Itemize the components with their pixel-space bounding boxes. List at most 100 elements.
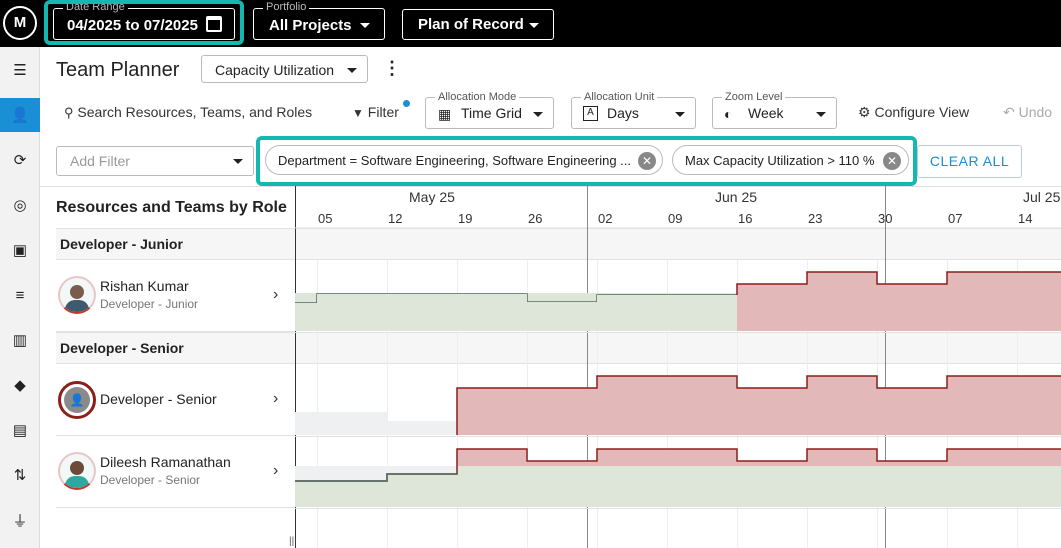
zoom-level-select[interactable]: Zoom Level ◐ Week [712,91,837,129]
week-label: 09 [668,211,683,226]
allocation-mode-label: Allocation Mode [435,91,520,103]
date-range-field[interactable]: Date Range 04/2025 to 07/2025 [53,1,235,40]
date-range-label: Date Range [63,1,128,13]
week-label: 02 [598,211,613,226]
role-group-label: Developer - Junior [60,236,183,252]
avatar: 👤 [58,381,96,419]
resource-name: Dileesh Ramanathan [100,454,231,470]
allocation-line [295,473,457,482]
date-range-value: 04/2025 to 07/2025 [67,17,198,34]
over-allocation-area [737,284,1061,293]
calendar-icon[interactable] [206,16,222,32]
configure-view-label: Configure View [874,104,970,120]
team-planner-icon[interactable]: 👤 [0,98,40,132]
role-group-label: Developer - Senior [60,340,184,356]
list-icon[interactable]: ≡ [15,286,25,304]
resize-handle[interactable]: || [289,536,295,547]
clear-all-button[interactable]: CLEAR ALL [917,145,1022,178]
filter-button[interactable]: ▼ Filter [352,104,399,120]
zoom-icon: ◐ [724,106,733,122]
document-icon[interactable]: ▤ [12,422,28,439]
swap-icon[interactable]: ⇅ [13,467,27,484]
resource-row[interactable]: 👤 Developer - Senior › [56,364,296,436]
week-label: 16 [738,211,753,226]
zoom-level-value: Week [748,105,784,121]
allocation-mode-select[interactable]: Allocation Mode ▦ Time Grid [425,91,554,129]
plan-select[interactable]: Plan of Record [402,9,554,40]
menu-icon[interactable]: ☰ [13,62,27,79]
filter-icon: ▼ [352,106,364,120]
allocation-area [597,295,737,331]
resource-name: Developer - Senior [100,391,217,407]
date-range-highlight [44,0,244,45]
month-label: Jun 25 [715,189,758,205]
allocation-line [736,271,1061,295]
top-bar: M Date Range 04/2025 to 07/2025 Portfoli… [0,0,1061,47]
undo-icon: ↶ [1003,104,1015,120]
chevron-down-icon [816,112,826,117]
resource-name: Rishan Kumar [100,278,189,294]
board-icon[interactable]: ▥ [12,332,28,349]
avatar [58,276,96,314]
week-label: 12 [388,211,403,226]
week-label: 07 [948,211,963,226]
portfolio-label: Portfolio [263,1,310,13]
zoom-level-label: Zoom Level [722,91,786,103]
filter-chips-highlight [256,136,917,186]
gear-icon: ⚙ [858,104,871,120]
chevron-down-icon [529,23,539,28]
badge-icon[interactable]: ▣ [12,242,28,259]
undo-button[interactable]: ↶ Undo [1003,104,1052,121]
resource-row[interactable]: Dileesh Ramanathan Developer - Senior › [56,436,296,508]
capacity-area [295,412,387,435]
allocation-unit-select[interactable]: Allocation Unit A Days [571,91,696,129]
search-icon: ⚲ [64,105,74,120]
week-label: 26 [528,211,543,226]
search-resources[interactable]: ⚲ Search Resources, Teams, and Roles [64,104,312,121]
filter-chip-department[interactable]: Department = Software Engineering, Softw… [265,145,663,175]
add-filter-select[interactable]: Add Filter [56,146,254,176]
allocation-area [295,303,317,331]
target-icon[interactable]: ◎ [13,197,27,214]
plan-value: Plan of Record [418,16,524,33]
portfolio-select[interactable]: Portfolio All Projects [253,1,385,40]
app-logo[interactable]: M [3,6,37,40]
view-select-value: Capacity Utilization [215,62,335,78]
portfolio-value: All Projects [269,17,352,34]
chevron-down-icon [533,112,543,117]
role-group-row: Developer - Senior [56,332,1061,364]
week-label: 19 [458,211,473,226]
capacity-area [387,421,457,435]
filter-chip-text: Max Capacity Utilization > 110 % [685,153,875,168]
configure-view-button[interactable]: ⚙ Configure View [858,104,969,121]
over-allocation-area [737,272,1061,331]
grid-top-divider [40,186,1061,187]
resource-row[interactable]: Rishan Kumar Developer - Junior › [56,260,296,332]
over-allocation-area [457,449,1061,466]
more-vertical-icon[interactable]: ⋮ [383,58,401,78]
routing-icon[interactable]: ◆ [14,377,26,394]
allocation-area [317,294,527,331]
view-select[interactable]: Capacity Utilization [201,55,368,83]
chevron-right-icon[interactable]: › [273,390,279,407]
refresh-icon[interactable]: ⟳ [13,152,27,169]
week-label: 05 [318,211,333,226]
search-label: Search Resources, Teams, and Roles [77,104,313,120]
avatar [58,452,96,490]
close-icon[interactable]: ✕ [883,152,901,170]
chevron-right-icon[interactable]: › [273,462,279,479]
grid-heading: Resources and Teams by Role [56,199,287,216]
resource-role: Developer - Junior [100,297,199,311]
week-label: 14 [1018,211,1033,226]
chevron-right-icon[interactable]: › [273,286,279,303]
week-label: 23 [808,211,823,226]
filter-chip-capacity[interactable]: Max Capacity Utilization > 110 % ✕ [672,145,909,175]
filter-chip-text: Department = Software Engineering, Softw… [278,153,632,168]
close-icon[interactable]: ✕ [638,152,656,170]
plug-icon[interactable]: ⏚ [12,512,28,530]
allocation-unit-value: Days [607,105,639,121]
chevron-down-icon [360,23,370,28]
allocation-area [295,481,387,507]
add-filter-placeholder: Add Filter [70,153,130,169]
allocation-line [456,375,1061,435]
